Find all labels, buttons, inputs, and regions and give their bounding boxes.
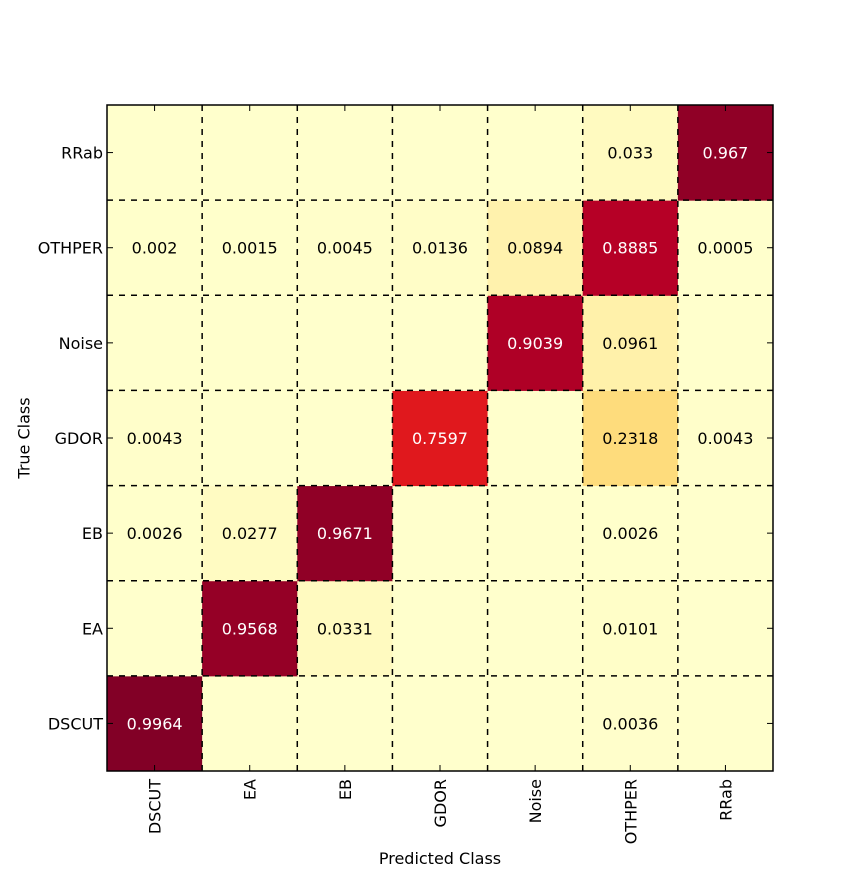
y-axis-title: True Class: [15, 397, 34, 479]
heatmap-cell: [297, 295, 393, 391]
heatmap-cell: [297, 675, 393, 772]
heatmap-cell: [107, 105, 203, 201]
cell-value-label: 0.0894: [507, 239, 563, 258]
cell-value-label: 0.9568: [222, 619, 278, 638]
heatmap-cell: [297, 105, 393, 201]
heatmap-cell: [487, 200, 584, 296]
cell-value-label: 0.9964: [127, 714, 183, 733]
heatmap-cell: [677, 295, 774, 391]
heatmap-cell: [107, 675, 203, 772]
cell-value-label: 0.0026: [602, 524, 658, 543]
x-tick-label: EA: [241, 779, 260, 800]
heatmap-cell: [677, 485, 774, 582]
heatmap-cell: [107, 390, 203, 487]
y-tick-label: OTHPER: [38, 239, 103, 258]
heatmap-cell: [202, 295, 298, 391]
heatmap-cell: [392, 105, 489, 201]
heatmap-cell: [487, 390, 584, 487]
cell-value-label: 0.8885: [602, 239, 658, 258]
cell-value-label: 0.0043: [697, 429, 753, 448]
cell-value-label: 0.0961: [602, 334, 658, 353]
heatmap-cell: [392, 390, 489, 487]
heatmap-cell: [487, 675, 584, 772]
heatmap-cell: [582, 675, 679, 772]
cell-value-label: 0.0043: [127, 429, 183, 448]
axis-ticks: [107, 105, 773, 771]
x-tick-label: DSCUT: [146, 779, 165, 834]
heatmap-cell: [202, 580, 298, 677]
heatmap-cell: [392, 485, 489, 582]
heatmap-cell: [107, 200, 203, 296]
cell-value-label: 0.0015: [222, 239, 278, 258]
y-tick-label: EA: [82, 619, 103, 638]
cell-value-label: 0.0045: [317, 239, 373, 258]
heatmap-cell: [582, 485, 679, 582]
heatmap-cell: [582, 295, 679, 391]
heatmap-cell: [297, 390, 393, 487]
cell-value-label: 0.0277: [222, 524, 278, 543]
heatmap-cell: [202, 485, 298, 582]
x-tick-label: OTHPER: [621, 779, 640, 844]
heatmap-cell: [392, 580, 489, 677]
heatmap-cell: [392, 675, 489, 772]
cell-value-label: 0.002: [132, 239, 178, 258]
dashed-grid: [107, 105, 773, 771]
heatmap-cell: [297, 200, 393, 296]
y-tick-label: GDOR: [55, 429, 103, 448]
heatmap-cell: [677, 200, 774, 296]
cell-value-label: 0.7597: [412, 429, 468, 448]
heatmap-cell: [582, 390, 679, 487]
cell-value-label: 0.0036: [602, 714, 658, 733]
heatmap-cell: [582, 200, 679, 296]
cell-value-label: 0.0005: [697, 239, 753, 258]
heatmap-cell: [392, 200, 489, 296]
x-axis-title: Predicted Class: [379, 849, 501, 868]
heatmap-cell: [487, 295, 584, 391]
heatmap-cell: [582, 580, 679, 677]
y-tick-label: RRab: [61, 144, 103, 163]
y-tick-label: Noise: [59, 334, 103, 353]
heatmap-cell: [107, 580, 203, 677]
x-tick-label: Noise: [526, 779, 545, 823]
cell-value-label: 0.967: [703, 144, 749, 163]
cell-value-label: 0.033: [607, 144, 653, 163]
heatmap-cell: [487, 105, 584, 201]
x-tick-label: GDOR: [431, 779, 450, 827]
heatmap-cell: [487, 580, 584, 677]
cell-value-label: 0.9671: [317, 524, 373, 543]
cell-value-labels: 0.9964 0.0036 0.9568 0.0331 0.0101 0.0026 0.02…: [127, 144, 754, 734]
heatmap-cell: [677, 390, 774, 487]
cell-value-label: 0.0026: [127, 524, 183, 543]
x-tick-label: RRab: [716, 779, 735, 821]
heatmap-cell: [677, 675, 774, 772]
x-tick-labels: DSCUT EA EB GDOR Noise OTHPER RRab: [146, 779, 736, 845]
y-tick-label: DSCUT: [48, 714, 103, 733]
heatmap-cell: [582, 105, 679, 201]
heatmap-cell: [297, 580, 393, 677]
heatmap-cell: [487, 485, 584, 582]
heatmap-cell: [202, 105, 298, 201]
heatmap-cell: [202, 675, 298, 772]
cell-value-label: 0.0101: [602, 619, 658, 638]
y-tick-label: EB: [82, 524, 103, 543]
heatmap-cells: [107, 105, 774, 772]
heatmap-cell: [107, 295, 203, 391]
heatmap-cell: [202, 200, 298, 296]
heatmap-cell: [107, 485, 203, 582]
cell-value-label: 0.0331: [317, 619, 373, 638]
cell-value-label: 0.0136: [412, 239, 468, 258]
heatmap-cell: [677, 105, 774, 201]
heatmap-cell: [392, 295, 489, 391]
x-tick-label: EB: [336, 779, 355, 800]
cell-value-label: 0.2318: [602, 429, 658, 448]
y-tick-labels: DSCUT EA EB GDOR Noise OTHPER RRab: [38, 144, 104, 734]
cell-value-label: 0.9039: [507, 334, 563, 353]
heatmap-cell: [202, 390, 298, 487]
heatmap-cell: [297, 485, 393, 582]
heatmap-cell: [677, 580, 774, 677]
